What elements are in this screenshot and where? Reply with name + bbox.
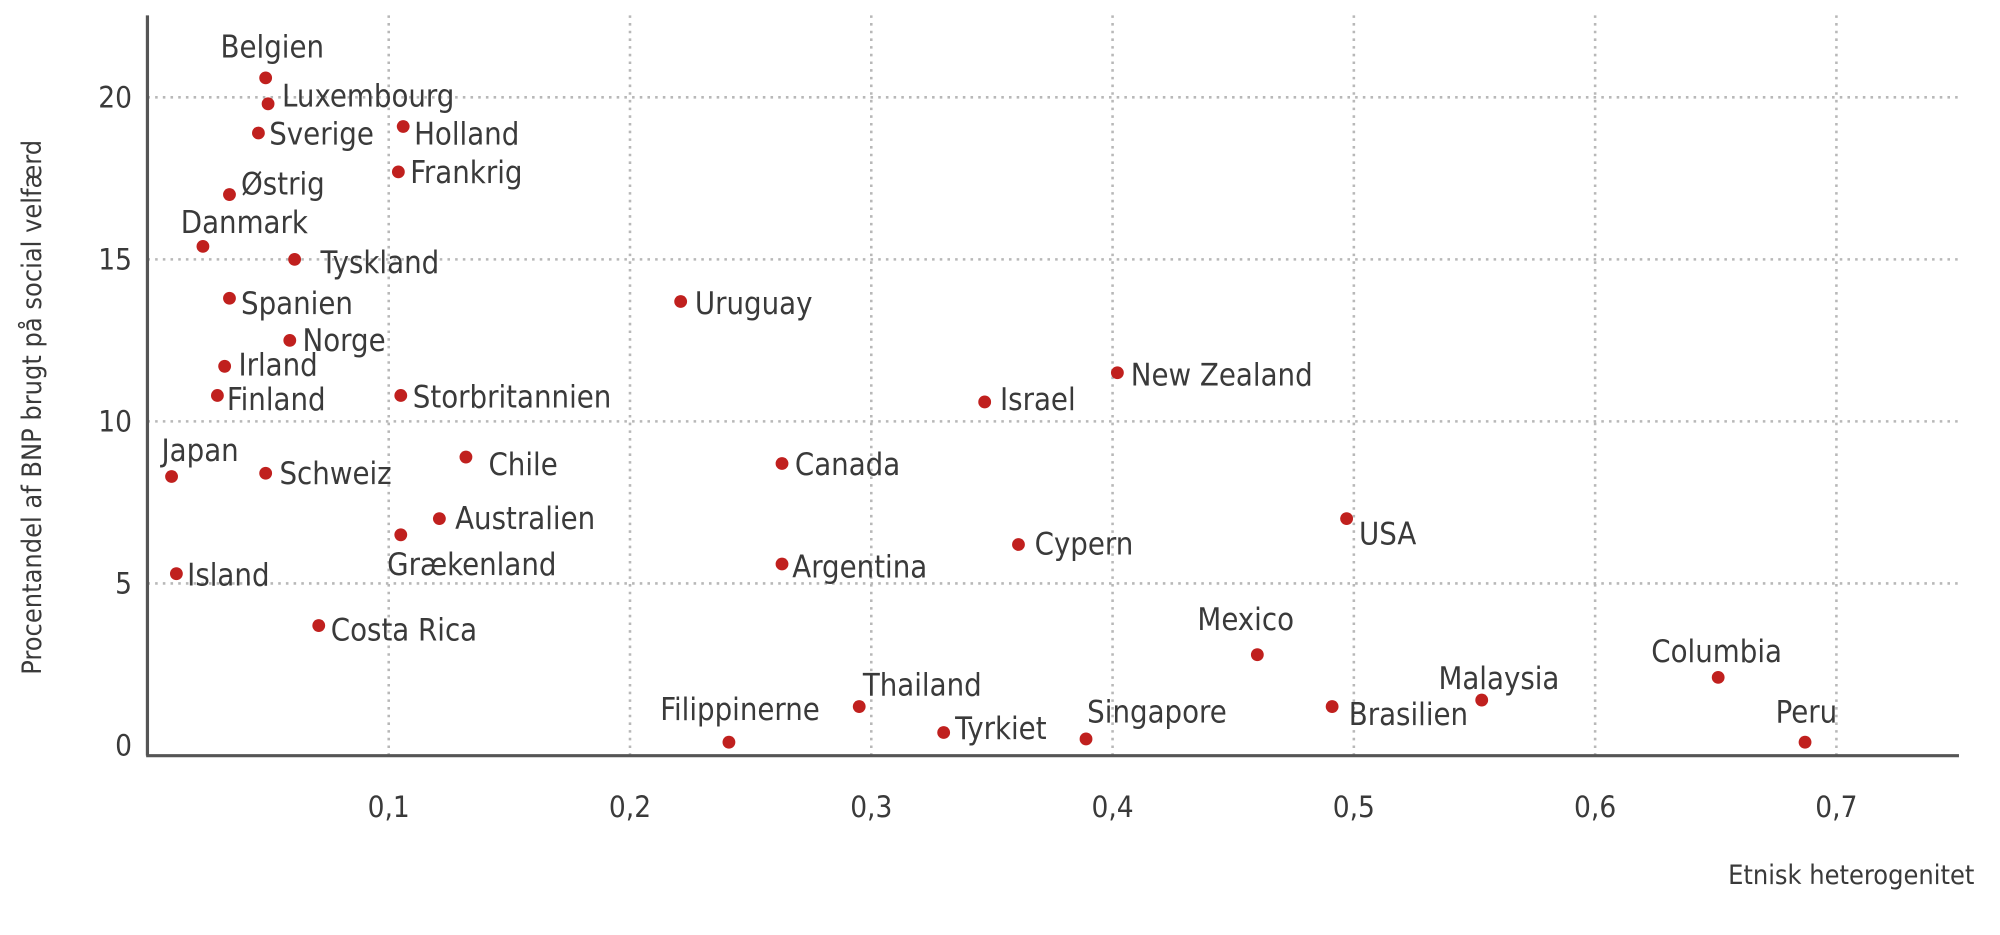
data-point xyxy=(1250,648,1264,662)
data-label: Østrig xyxy=(241,167,325,203)
data-label: Luxembourg xyxy=(282,78,454,114)
x-axis-label: Etnisk heterogenitet xyxy=(1728,860,1974,891)
data-label: Mexico xyxy=(1197,602,1294,638)
x-tick-label: 0,4 xyxy=(1091,790,1133,824)
data-label: Finland xyxy=(227,382,326,418)
data-point xyxy=(252,126,265,140)
data-label: Tyskland xyxy=(320,245,440,281)
axes xyxy=(145,15,1959,758)
data-label: Danmark xyxy=(181,205,308,241)
data-point xyxy=(775,557,789,571)
data-point xyxy=(394,389,408,402)
y-axis-label: Procentandel af BNP brugt på social velf… xyxy=(17,140,48,675)
data-point xyxy=(165,470,178,483)
data-point xyxy=(312,619,326,632)
data-point xyxy=(396,120,410,133)
data-label: Sverige xyxy=(269,117,374,153)
data-point xyxy=(259,466,273,480)
data-point xyxy=(674,295,688,308)
data-label: Brasilien xyxy=(1349,697,1468,733)
data-label: Columbia xyxy=(1651,634,1782,670)
data-label: Spanien xyxy=(241,286,353,322)
x-tick-label: 0,7 xyxy=(1815,790,1857,824)
data-label: Australien xyxy=(455,501,595,537)
data-label: Thailand xyxy=(862,667,982,703)
data-point xyxy=(432,512,446,526)
y-tick-label: 10 xyxy=(98,405,132,439)
data-point xyxy=(852,700,866,713)
x-tick-label: 0,3 xyxy=(850,790,892,824)
data-label: Grækenland xyxy=(387,547,556,583)
data-point xyxy=(223,188,236,201)
data-point xyxy=(1325,700,1339,713)
x-tick-label: 0,2 xyxy=(609,790,651,824)
data-point xyxy=(1012,538,1025,551)
data-label: Canada xyxy=(795,447,900,483)
data-label: Chile xyxy=(488,447,557,483)
data-point xyxy=(169,567,183,581)
data-point xyxy=(218,359,232,373)
data-point xyxy=(283,333,297,347)
data-label: Peru xyxy=(1776,694,1838,730)
data-label: Israel xyxy=(1000,382,1076,418)
x-tick-label: 0,1 xyxy=(368,790,410,824)
data-point xyxy=(196,240,210,253)
data-label: Argentina xyxy=(792,550,927,586)
data-label: Frankrig xyxy=(410,155,522,191)
data-point xyxy=(210,389,224,402)
data-label: New Zealand xyxy=(1131,358,1313,394)
data-point xyxy=(1798,735,1812,749)
x-tick-label: 0,5 xyxy=(1333,790,1375,824)
data-label: Norge xyxy=(303,323,386,359)
data-label: Filippinerne xyxy=(660,692,820,728)
data-label: Island xyxy=(187,557,269,593)
data-point xyxy=(1711,670,1725,684)
data-point xyxy=(1340,512,1354,526)
data-point xyxy=(288,252,302,266)
gridlines xyxy=(147,15,1959,756)
data-label: Costa Rica xyxy=(331,612,477,648)
data-label: USA xyxy=(1359,516,1416,552)
data-label: Storbritannien xyxy=(413,379,612,415)
data-point xyxy=(1110,366,1124,380)
data-point xyxy=(775,457,789,470)
data-point xyxy=(259,71,273,85)
y-tick-label: 0 xyxy=(115,729,132,763)
data-point xyxy=(391,165,405,179)
data-point xyxy=(978,395,992,409)
data-label: Irland xyxy=(238,347,317,383)
data-point xyxy=(937,726,951,739)
y-tick-label: 20 xyxy=(98,81,132,115)
data-label: Japan xyxy=(160,433,239,469)
data-label: Malaysia xyxy=(1438,661,1559,697)
data-label: Schweiz xyxy=(279,456,391,492)
data-label: Belgien xyxy=(221,30,325,66)
data-label: Cypern xyxy=(1035,527,1134,563)
data-point xyxy=(722,735,736,749)
data-point xyxy=(1079,732,1093,746)
y-tick-label: 5 xyxy=(115,567,132,601)
data-point xyxy=(459,450,473,464)
data-point xyxy=(1475,693,1489,707)
data-point xyxy=(394,528,408,542)
data-label: Holland xyxy=(414,117,519,153)
x-tick-label: 0,6 xyxy=(1574,790,1616,824)
data-label: Singapore xyxy=(1087,694,1227,730)
tick-labels: 0 5 10 15 20 0,1 0,2 0,3 0,4 0,5 0,6 0,7 xyxy=(98,81,1857,825)
data-point xyxy=(261,97,275,111)
y-tick-label: 15 xyxy=(98,243,132,277)
data-label: Uruguay xyxy=(695,286,813,322)
data-point xyxy=(223,291,236,305)
data-label: Tyrkiet xyxy=(954,711,1047,747)
